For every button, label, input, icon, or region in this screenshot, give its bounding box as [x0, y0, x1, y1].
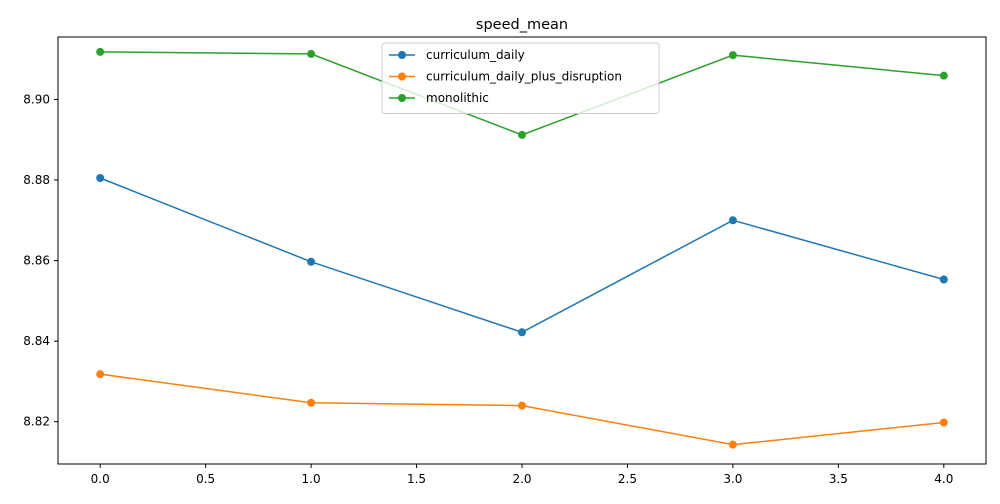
y-axis: 8.82 8.84 8.86 8.88 8.90	[23, 92, 58, 429]
legend-item: curriculum_daily	[389, 48, 525, 62]
plot-frame	[57, 36, 987, 465]
x-tick-label: 4.0	[934, 472, 953, 486]
data-point	[307, 49, 316, 58]
x-tick-label: 3.5	[829, 472, 848, 486]
data-point	[307, 398, 316, 407]
y-tick-label: 8.86	[23, 254, 50, 268]
legend-label: monolithic	[426, 91, 489, 105]
legend-item: curriculum_daily_plus_disruption	[389, 70, 622, 84]
legend-item: monolithic	[389, 91, 489, 105]
chart-title: speed_mean	[476, 17, 568, 33]
data-point	[96, 173, 105, 182]
x-tick-label: 2.0	[512, 472, 531, 486]
data-point	[96, 47, 105, 56]
x-tick-label: 0.0	[91, 472, 110, 486]
data-point	[728, 216, 737, 225]
legend-label: curriculum_daily_plus_disruption	[426, 70, 622, 84]
data-point	[939, 275, 948, 284]
y-tick-label: 8.90	[23, 92, 50, 106]
series-line	[99, 177, 945, 334]
series-curriculum_daily_plus_disruption	[96, 370, 948, 449]
data-point	[728, 440, 737, 449]
y-tick-label: 8.88	[23, 173, 50, 187]
x-tick-label: 1.0	[302, 472, 321, 486]
legend-box	[381, 42, 660, 114]
legend-marker	[398, 51, 406, 59]
legend-marker	[398, 94, 406, 102]
series-monolithic	[96, 47, 948, 139]
data-point	[939, 418, 948, 427]
x-tick-label: 3.0	[723, 472, 742, 486]
series-curriculum_daily	[96, 173, 948, 337]
y-tick-label: 8.84	[23, 334, 50, 348]
legend-marker	[398, 72, 406, 81]
x-axis: 0.0 0.5 1.0 1.5 2.0 2.5 3.0 3.5 4.0	[91, 464, 953, 486]
x-tick-label: 0.5	[196, 472, 215, 486]
plot-lines	[96, 47, 948, 449]
data-point	[518, 130, 526, 139]
data-point	[518, 328, 526, 337]
x-tick-label: 2.5	[618, 472, 637, 486]
data-point	[307, 257, 316, 266]
data-point	[939, 71, 948, 80]
y-tick-label: 8.82	[23, 415, 50, 429]
data-point	[518, 401, 526, 410]
chart-legend: curriculum_daily curriculum_daily_plus_di…	[381, 42, 660, 114]
data-point	[728, 51, 737, 60]
data-point	[96, 370, 105, 379]
legend-label: curriculum_daily	[426, 48, 525, 62]
x-tick-label: 1.5	[407, 472, 426, 486]
